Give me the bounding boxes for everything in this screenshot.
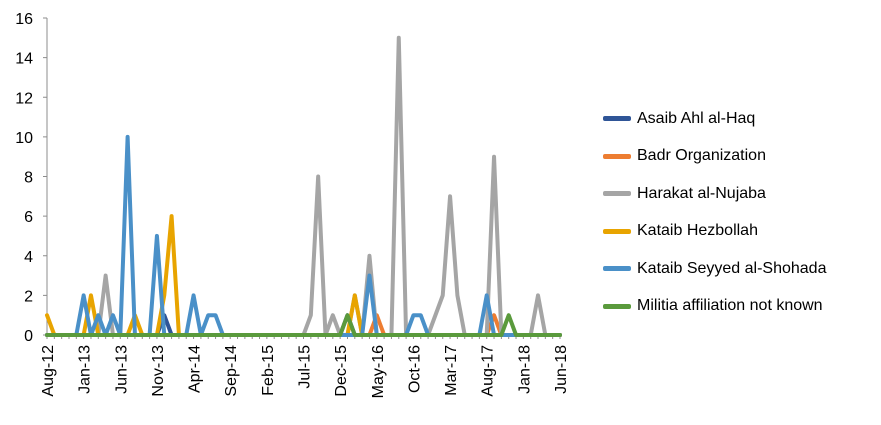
legend-swatch (603, 228, 631, 234)
x-tick-label: Aug-12 (40, 345, 57, 397)
legend-label: Badr Organization (637, 147, 766, 165)
y-tick-label: 6 (24, 209, 33, 226)
x-tick-label: Dec-15 (333, 345, 350, 397)
y-tick-label: 10 (15, 130, 33, 147)
x-tick-label: Mar-17 (443, 345, 460, 396)
series-lines (45, 35, 562, 337)
x-tick-label: Apr-14 (187, 345, 204, 393)
legend-item-kataib-seyyed-al-shohada: Kataib Seyyed al-Shohada (603, 250, 878, 288)
y-tick-label: 0 (24, 328, 33, 345)
legend-item-asaib-ahl-al-haq: Asaib Ahl al-Haq (603, 100, 878, 138)
y-axis-tick-labels: 0 2 4 6 8 10 12 14 16 (15, 11, 33, 345)
x-tick-label: Jul-15 (297, 345, 314, 389)
x-tick-label: Sep-14 (223, 345, 240, 397)
legend-label: Kataib Hezbollah (637, 222, 758, 240)
x-tick-label: Jun-18 (553, 345, 570, 394)
x-tick-label: Aug-17 (480, 345, 497, 397)
x-tick-label: Nov-13 (150, 345, 167, 397)
y-tick-label: 16 (15, 11, 33, 28)
legend-swatch (603, 191, 631, 197)
legend: Asaib Ahl al-Haq Badr Organization Harak… (603, 100, 878, 325)
y-tick-label: 4 (24, 249, 33, 266)
x-tick-label: Jun-13 (113, 345, 130, 394)
legend-swatch (603, 266, 631, 272)
y-tick-label: 2 (24, 288, 33, 305)
y-tick-label: 8 (24, 170, 33, 187)
x-tick-label: Jan-13 (77, 345, 94, 394)
y-tick-label: 14 (15, 51, 33, 68)
x-tick-label: May-16 (370, 345, 387, 398)
legend-item-kataib-hezbollah: Kataib Hezbollah (603, 213, 878, 251)
x-axis-tick-labels: Aug-12 Jan-13 Jun-13 Nov-13 Apr-14 Sep-14 Feb-… (40, 345, 570, 398)
legend-swatch (603, 303, 631, 309)
legend-swatch (603, 116, 631, 122)
y-tick-label: 12 (15, 90, 33, 107)
series-line-kataib-seyyed-al-shohada (45, 134, 562, 337)
legend-item-badr-organization: Badr Organization (603, 138, 878, 176)
legend-label: Harakat al-Nujaba (637, 184, 766, 202)
series-line-militia-affiliation-not-known (45, 313, 562, 337)
legend-label: Militia affiliation not known (637, 297, 823, 315)
legend-swatch (603, 153, 631, 159)
x-tick-label: Jan-18 (516, 345, 533, 394)
legend-item-militia-affiliation-not-known: Militia affiliation not known (603, 288, 878, 326)
x-tick-label: Oct-16 (406, 345, 423, 393)
legend-label: Asaib Ahl al-Haq (637, 109, 756, 127)
x-tick-label: Feb-15 (260, 345, 277, 396)
legend-item-harakat-al-nujaba: Harakat al-Nujaba (603, 175, 878, 213)
legend-label: Kataib Seyyed al-Shohada (637, 259, 827, 277)
